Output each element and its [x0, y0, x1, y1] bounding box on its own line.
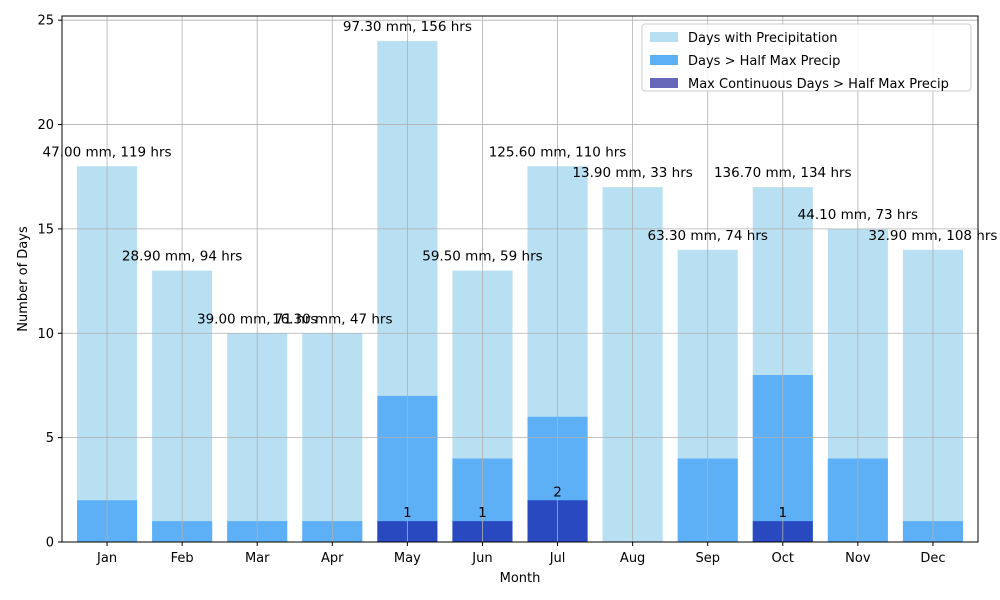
y-tick-label: 0: [46, 536, 54, 551]
bar-annotation: 28.90 mm, 94 hrs: [122, 249, 242, 265]
bar-annotation: 125.60 mm, 110 hrs: [489, 144, 627, 160]
x-tick-label: Feb: [171, 551, 194, 566]
bar-annotation: 44.10 mm, 73 hrs: [798, 207, 918, 223]
x-tick-label: Nov: [845, 551, 871, 566]
legend-swatch: [650, 32, 678, 42]
legend-label: Days > Half Max Precip: [688, 54, 840, 69]
plot-frame: [61, 15, 979, 543]
continuous-days-label: 2: [553, 484, 562, 500]
bar-annotation: 63.30 mm, 74 hrs: [647, 228, 767, 244]
bar-annotation: 136.70 mm, 134 hrs: [714, 165, 852, 181]
legend-label: Max Continuous Days > Half Max Precip: [688, 77, 949, 92]
bar-annotation: 97.30 mm, 156 hrs: [343, 19, 472, 35]
bar-annotation: 32.90 mm, 108 hrs: [868, 228, 997, 244]
bar-annotation: 13.90 mm, 33 hrs: [572, 165, 692, 181]
x-tick-label: Jan: [96, 551, 117, 566]
bar-annotation: 39.00 mm, 71 hrs: [197, 311, 317, 327]
x-tick-label: Dec: [920, 551, 945, 566]
x-tick-label: Oct: [772, 551, 794, 566]
legend-swatch: [650, 55, 678, 65]
y-axis-label: Number of Days: [16, 226, 31, 332]
continuous-days-label: 1: [778, 505, 787, 521]
legend-label: Days with Precipitation: [688, 31, 838, 46]
continuous-days-label: 1: [403, 505, 412, 521]
legend-box: [641, 23, 972, 92]
y-tick-label: 10: [37, 327, 54, 342]
y-tick-label: 25: [37, 14, 54, 29]
y-tick-label: 15: [37, 222, 54, 237]
x-tick-label: Apr: [321, 551, 344, 566]
x-tick-label: Sep: [695, 551, 720, 566]
x-axis-label: Month: [500, 571, 541, 586]
y-tick-label: 20: [37, 118, 54, 133]
bar-annotation: 59.50 mm, 59 hrs: [422, 249, 542, 265]
x-tick-label: Jun: [471, 551, 492, 566]
legend: Days with Precipitation Days > Half Max P…: [641, 23, 972, 92]
bars: [77, 41, 963, 543]
x-tick-label: Aug: [620, 551, 645, 566]
axes: 0 5 10 15 20 25 Jan Feb Mar Apr May Jun Jul Aug Sep Oct…: [16, 14, 946, 586]
x-tick-label: Mar: [245, 551, 270, 566]
x-tick-label: Jul: [549, 551, 566, 566]
y-tick-label: 5: [46, 431, 54, 446]
continuous-days-label: 1: [478, 505, 487, 521]
legend-swatch: [650, 78, 678, 88]
bar-labels: 47.00 mm, 119 hrs 28.90 mm, 94 hrs 39.00 m…: [43, 19, 998, 521]
bar-annotation: 47.00 mm, 119 hrs: [43, 144, 172, 160]
x-tick-label: May: [394, 551, 421, 566]
bar-annotation: 16.30 mm, 47 hrs: [272, 311, 392, 327]
